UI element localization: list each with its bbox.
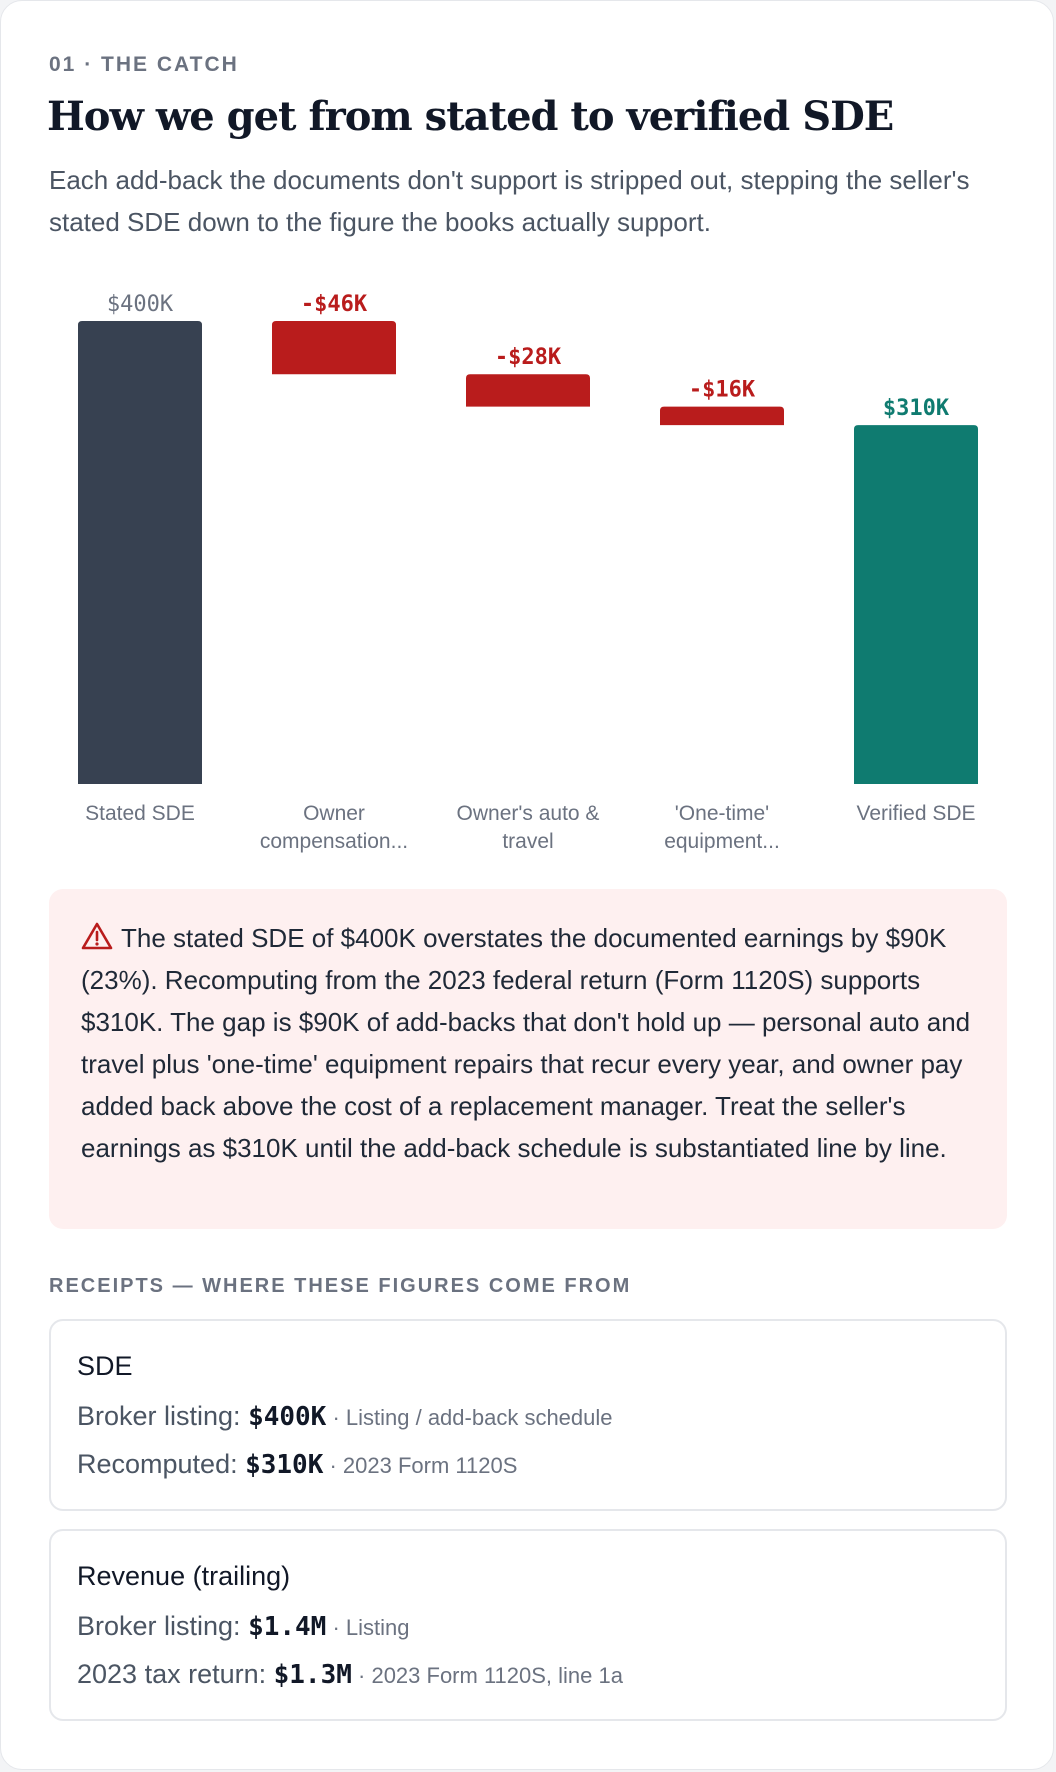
receipt-line: Recomputed: $310K · 2023 Form 1120S — [77, 1449, 517, 1480]
receipt-line-label: 2023 tax return: — [77, 1659, 274, 1689]
receipt-line-source: · Listing — [326, 1615, 410, 1640]
receipt-line-value: $1.4M — [248, 1612, 327, 1642]
waterfall-bar — [854, 425, 978, 784]
receipt-line-value: $400K — [248, 1402, 327, 1432]
receipt-line: 2023 tax return: $1.3M · 2023 Form 1120S… — [77, 1659, 623, 1690]
warning-callout-text: The stated SDE of $400K overstates the d… — [81, 923, 971, 1163]
bar-data-label: $400K — [107, 292, 174, 317]
warning-triangle-icon — [81, 922, 113, 950]
receipt-card-revenue: Revenue (trailing) Broker listing: $1.4M… — [49, 1529, 1007, 1721]
receipt-title: Revenue (trailing) — [77, 1561, 291, 1591]
receipt-title: SDE — [77, 1351, 133, 1381]
receipt-line-label: Broker listing: — [77, 1401, 249, 1431]
category-label: travel — [502, 830, 553, 853]
category-label: Verified SDE — [856, 802, 975, 825]
receipt-line-label: Broker listing: — [77, 1611, 249, 1641]
receipts-heading: RECEIPTS — WHERE THESE FIGURES COME FROM — [49, 1275, 632, 1297]
receipt-line-source: · 2023 Form 1120S — [323, 1453, 518, 1478]
page-title: How we get from stated to verified SDE — [47, 93, 894, 140]
receipt-line-source: · 2023 Form 1120S, line 1a — [351, 1663, 623, 1688]
category-label: 'One-time' — [675, 802, 769, 825]
category-label: Owner — [303, 802, 365, 825]
receipt-line: Broker listing: $1.4M · Listing — [77, 1611, 410, 1642]
waterfall-bar — [78, 321, 202, 784]
receipt-line-source: · Listing / add-back schedule — [326, 1405, 613, 1430]
bar-data-label: -$46K — [301, 292, 368, 317]
category-label: compensation... — [260, 830, 408, 853]
section-eyebrow: 01 · THE CATCH — [49, 53, 239, 76]
waterfall-bar — [466, 374, 590, 407]
warning-callout: The stated SDE of $400K overstates the d… — [49, 889, 1007, 1229]
receipt-card-sde: SDE Broker listing: $400K · Listing / ad… — [49, 1319, 1007, 1511]
receipt-line-value: $1.3M — [273, 1660, 352, 1690]
bar-data-label: -$28K — [495, 345, 562, 370]
category-label: equipment... — [664, 830, 780, 853]
waterfall-bar — [660, 406, 784, 426]
receipt-line: Broker listing: $400K · Listing / add-ba… — [77, 1401, 613, 1432]
page-subtitle: Each add-back the documents don't suppor… — [49, 165, 970, 237]
bar-data-label: $310K — [883, 396, 950, 421]
receipt-line-value: $310K — [245, 1450, 324, 1480]
waterfall-chart: $400K Stated SDE -$46K Owner compensation...… — [78, 292, 978, 853]
category-label: Stated SDE — [85, 802, 195, 825]
bar-data-label: -$16K — [689, 378, 756, 403]
receipt-line-label: Recomputed: — [77, 1449, 246, 1479]
waterfall-bar — [272, 321, 396, 375]
category-label: Owner's auto & — [457, 802, 600, 825]
